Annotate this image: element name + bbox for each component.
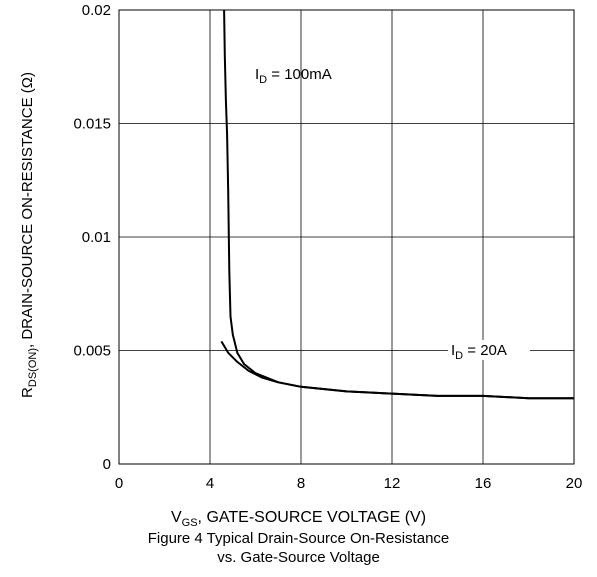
x-tick-label: 0 bbox=[115, 475, 123, 492]
series-label-id-100ma: ID = 100mA bbox=[255, 66, 332, 86]
x-axis-label: VGS, GATE-SOURCE VOLTAGE (V) bbox=[170, 509, 427, 530]
plot-area bbox=[118, 9, 575, 465]
x-tick-label: 12 bbox=[384, 475, 401, 492]
series-label-background bbox=[448, 340, 530, 360]
x-tick-label: 20 bbox=[566, 475, 583, 492]
y-tick-label: 0.01 bbox=[82, 229, 111, 246]
x-tick-label: 16 bbox=[475, 475, 492, 492]
y-tick-label: 0 bbox=[103, 456, 111, 473]
series-line-id-20a bbox=[220, 340, 574, 400]
y-tick-label: 0.015 bbox=[73, 116, 111, 133]
y-tick-label: 0.02 bbox=[82, 2, 111, 19]
series-lines bbox=[220, 9, 574, 400]
grid-lines bbox=[119, 10, 574, 464]
y-tick-labels: 0 0.005 0.01 0.015 0.02 bbox=[73, 2, 111, 473]
x-tick-label: 8 bbox=[297, 475, 305, 492]
figure-caption-line-2: vs. Gate-Source Voltage bbox=[217, 549, 380, 566]
y-tick-label: 0.005 bbox=[73, 343, 111, 360]
x-tick-label: 4 bbox=[206, 475, 214, 492]
y-axis-label: RDS(ON), DRAIN-SOURCE ON-RESISTANCE (Ω) bbox=[19, 72, 39, 398]
series-label-id-20a: ID = 20A bbox=[451, 342, 507, 362]
figure-caption-line-1: Figure 4 Typical Drain-Source On-Resista… bbox=[147, 530, 450, 547]
x-tick-labels: 0 4 8 12 16 20 bbox=[115, 475, 583, 492]
